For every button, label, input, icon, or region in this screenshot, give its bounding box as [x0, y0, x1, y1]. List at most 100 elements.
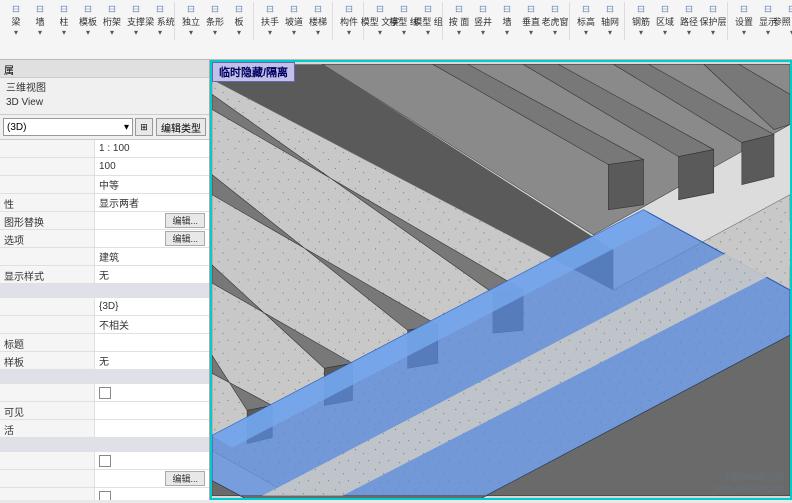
property-label: 性 [0, 194, 95, 211]
property-row[interactable]: 图形替换 编辑... [0, 212, 209, 230]
view-info: 三维视图 3D View [0, 78, 209, 115]
ribbon-text-button[interactable]: 模型 文字▾ [369, 5, 391, 37]
property-row[interactable]: 显示样式无 [0, 266, 209, 284]
property-value[interactable] [95, 452, 209, 469]
ribbon-group-button[interactable]: 模型 组▾ [417, 5, 439, 37]
checkbox[interactable] [99, 491, 111, 501]
ribbon-dormer-button[interactable]: 老虎窗▾ [544, 5, 566, 37]
ribbon-column-button[interactable]: 柱▾ [53, 5, 75, 37]
property-row[interactable] [0, 284, 209, 298]
viewport-mode-label: 临时隐藏/隔离 [212, 62, 295, 82]
edit-button[interactable]: 编辑... [165, 471, 205, 486]
property-label: 标题 [0, 334, 95, 351]
property-label [0, 384, 95, 401]
property-row[interactable]: 建筑 [0, 248, 209, 266]
property-row[interactable]: 标题 [0, 334, 209, 352]
ribbon-level-button[interactable]: 标高▾ [575, 5, 597, 37]
checkbox[interactable] [99, 387, 111, 399]
property-label [0, 470, 95, 487]
edit-button[interactable]: 编辑... [165, 231, 205, 246]
property-value[interactable]: 1 : 100 [95, 140, 209, 157]
ribbon-beam-button[interactable]: 梁▾ [5, 5, 27, 37]
property-value[interactable] [95, 334, 209, 351]
ribbon-byface-button[interactable]: 按 面▾ [448, 5, 470, 37]
ribbon-strip-button[interactable]: 条形▾ [204, 5, 226, 37]
ribbon-settings-button[interactable]: 设置▾ [733, 5, 755, 37]
property-row[interactable] [0, 384, 209, 402]
property-value[interactable]: 编辑... [95, 470, 209, 487]
property-value[interactable]: 显示两者 [95, 194, 209, 211]
property-row[interactable]: 可见 [0, 402, 209, 420]
checkbox[interactable] [99, 455, 111, 467]
property-row[interactable]: 选项 编辑... [0, 230, 209, 248]
property-row[interactable]: 样板无 [0, 352, 209, 370]
ribbon-rail-button[interactable]: 扶手▾ [259, 5, 281, 37]
property-value[interactable] [95, 402, 209, 419]
property-row[interactable] [0, 438, 209, 452]
view-type-label: 三维视图 [6, 82, 203, 96]
property-value[interactable] [95, 488, 209, 500]
property-label: 选项 [0, 230, 95, 247]
property-row[interactable] [0, 488, 209, 500]
property-value[interactable]: {3D} [95, 298, 209, 315]
property-value[interactable]: 100 [95, 158, 209, 175]
viewport-3d[interactable]: 临时隐藏/隔离 [210, 60, 792, 500]
property-value[interactable]: 编辑... [95, 230, 209, 247]
property-label: 图形替换 [0, 212, 95, 229]
property-row[interactable] [0, 370, 209, 384]
ribbon-brace-button[interactable]: 支撑▾ [125, 5, 147, 37]
ribbon-vert-button[interactable]: 垂直▾ [520, 5, 542, 37]
ribbon-rebar-button[interactable]: 钢筋▾ [630, 5, 652, 37]
ribbon-ramp-button[interactable]: 坡道▾ [283, 5, 305, 37]
property-row[interactable]: 活 [0, 420, 209, 438]
property-label [0, 452, 95, 469]
property-row[interactable]: 性显示两者 [0, 194, 209, 212]
property-value[interactable]: 中等 [95, 176, 209, 193]
ribbon-isolated-button[interactable]: 独立▾ [180, 5, 202, 37]
ribbon-cover-button[interactable]: 保护层▾ [702, 5, 724, 37]
filter-icon-button[interactable]: ⊞ [135, 118, 153, 136]
view-selector-value: (3D) [7, 122, 26, 133]
property-row[interactable]: {3D} [0, 298, 209, 316]
edit-type-button[interactable]: 编辑类型 [156, 118, 206, 136]
property-label [0, 248, 95, 265]
property-row[interactable]: 中等 [0, 176, 209, 194]
property-label [0, 298, 95, 315]
property-value[interactable] [95, 420, 209, 437]
ribbon-refplane-button[interactable]: 参照 平面▾ [781, 5, 792, 37]
property-value[interactable]: 无 [95, 266, 209, 283]
property-value[interactable]: 无 [95, 352, 209, 369]
chevron-down-icon: ▾ [124, 122, 129, 133]
ribbon-wall2-button[interactable]: 墙▾ [496, 5, 518, 37]
view-type-sublabel: 3D View [6, 96, 203, 110]
property-value[interactable]: 不相关 [95, 316, 209, 333]
property-value[interactable]: 建筑 [95, 248, 209, 265]
ribbon-template-button[interactable]: 模板▾ [77, 5, 99, 37]
property-row[interactable]: 1 : 100 [0, 140, 209, 158]
ribbon-area-button[interactable]: 区域▾ [654, 5, 676, 37]
ribbon-beamsys-button[interactable]: 梁 系统▾ [149, 5, 171, 37]
property-label [0, 158, 95, 175]
property-value[interactable] [95, 384, 209, 401]
property-label [0, 488, 95, 500]
ribbon-line-button[interactable]: 模型 线▾ [393, 5, 415, 37]
property-row[interactable]: 100 [0, 158, 209, 176]
property-label [0, 140, 95, 157]
property-row[interactable] [0, 452, 209, 470]
view-selector-dropdown[interactable]: (3D) ▾ [3, 118, 133, 136]
viewport-canvas[interactable] [212, 62, 790, 498]
ribbon-component-button[interactable]: 构件▾ [338, 5, 360, 37]
property-value[interactable]: 编辑... [95, 212, 209, 229]
ribbon-stair-button[interactable]: 楼梯▾ [307, 5, 329, 37]
ribbon-wall-button[interactable]: 墙▾ [29, 5, 51, 37]
property-row[interactable]: 编辑... [0, 470, 209, 488]
property-row[interactable]: 不相关 [0, 316, 209, 334]
ribbon-truss-button[interactable]: 桁架▾ [101, 5, 123, 37]
ribbon-grid-button[interactable]: 轴网▾ [599, 5, 621, 37]
edit-button[interactable]: 编辑... [165, 213, 205, 228]
property-label: 可见 [0, 402, 95, 419]
ribbon-slab-button[interactable]: 板▾ [228, 5, 250, 37]
ribbon-path-button[interactable]: 路径▾ [678, 5, 700, 37]
ribbon-shaft-button[interactable]: 竖井▾ [472, 5, 494, 37]
property-label: 活 [0, 420, 95, 437]
